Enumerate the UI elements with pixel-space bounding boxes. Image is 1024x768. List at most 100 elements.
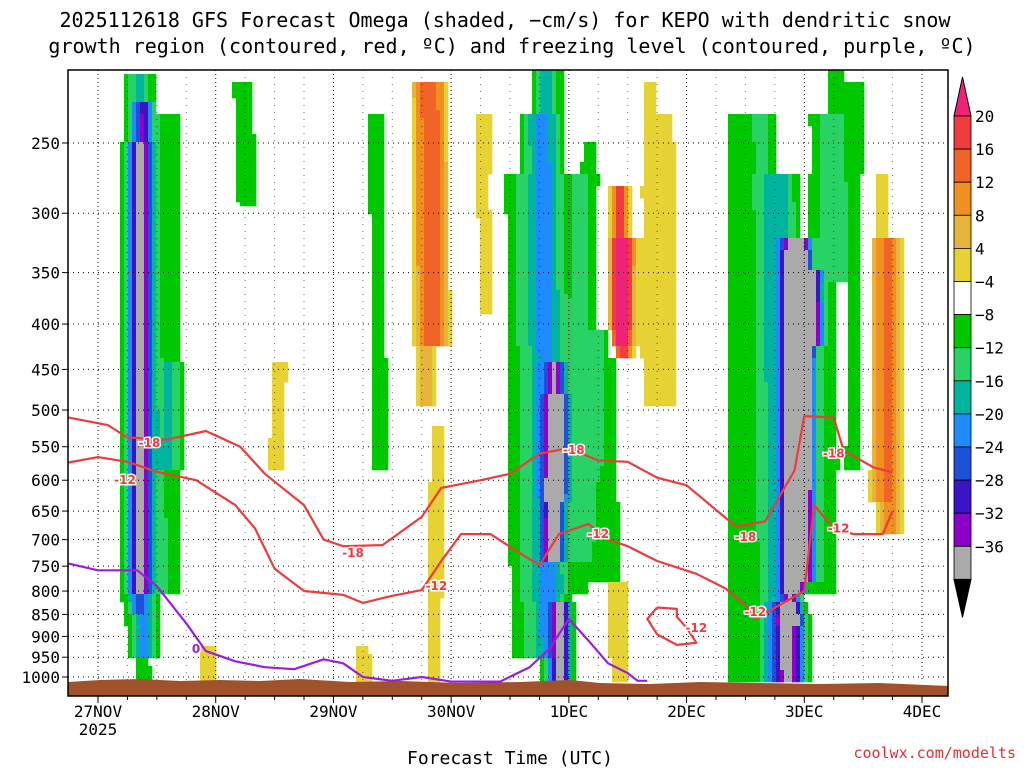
omega-cell bbox=[132, 178, 137, 183]
omega-cell bbox=[528, 610, 533, 615]
omega-cell bbox=[432, 350, 437, 355]
omega-cell bbox=[384, 462, 389, 467]
omega-cell bbox=[424, 242, 429, 247]
omega-cell bbox=[412, 298, 417, 303]
omega-cell bbox=[152, 494, 157, 499]
omega-cell bbox=[148, 618, 153, 623]
omega-cell bbox=[160, 474, 165, 479]
omega-cell bbox=[420, 106, 425, 111]
omega-cell bbox=[132, 442, 137, 447]
omega-cell bbox=[132, 298, 137, 303]
omega-cell bbox=[140, 506, 145, 511]
omega-cell bbox=[284, 378, 289, 383]
omega-cell bbox=[144, 482, 149, 487]
omega-cell bbox=[152, 418, 157, 423]
omega-cell bbox=[524, 214, 529, 219]
omega-cell bbox=[416, 294, 421, 299]
omega-cell bbox=[444, 206, 449, 211]
omega-cell bbox=[160, 274, 165, 279]
omega-cell bbox=[380, 342, 385, 347]
omega-cell bbox=[180, 378, 185, 383]
omega-cell bbox=[436, 438, 441, 443]
omega-cell bbox=[416, 190, 421, 195]
omega-cell bbox=[380, 462, 385, 467]
omega-cell bbox=[140, 586, 145, 591]
omega-cell bbox=[508, 242, 513, 247]
omega-cell bbox=[432, 94, 437, 99]
omega-cell bbox=[160, 258, 165, 263]
omega-cell bbox=[536, 170, 541, 175]
omega-cell bbox=[432, 362, 437, 367]
omega-cell bbox=[120, 142, 125, 147]
omega-cell bbox=[532, 558, 537, 563]
omega-cell bbox=[532, 114, 537, 119]
omega-cell bbox=[152, 322, 157, 327]
omega-cell bbox=[152, 422, 157, 427]
omega-cell bbox=[144, 622, 149, 627]
omega-cell bbox=[172, 522, 177, 527]
omega-cell bbox=[372, 274, 377, 279]
omega-cell bbox=[524, 606, 529, 611]
omega-cell bbox=[144, 214, 149, 219]
omega-cell bbox=[160, 350, 165, 355]
omega-cell bbox=[512, 566, 517, 571]
omega-cell bbox=[516, 362, 521, 367]
omega-cell bbox=[172, 350, 177, 355]
omega-cell bbox=[268, 462, 273, 467]
omega-cell bbox=[528, 182, 533, 187]
omega-cell bbox=[152, 110, 157, 115]
omega-cell bbox=[236, 86, 241, 91]
omega-cell bbox=[120, 330, 125, 335]
omega-cell bbox=[148, 474, 153, 479]
omega-cell bbox=[168, 278, 173, 283]
omega-cell bbox=[528, 378, 533, 383]
omega-cell bbox=[144, 394, 149, 399]
omega-cell bbox=[528, 334, 533, 339]
omega-cell bbox=[372, 430, 377, 435]
omega-cell bbox=[440, 542, 445, 547]
omega-cell bbox=[420, 154, 425, 159]
omega-cell bbox=[532, 442, 537, 447]
omega-cell bbox=[516, 602, 521, 607]
omega-cell bbox=[520, 554, 525, 559]
omega-cell bbox=[372, 374, 377, 379]
omega-cell bbox=[440, 438, 445, 443]
omega-cell bbox=[424, 350, 429, 355]
omega-cell bbox=[168, 250, 173, 255]
omega-cell bbox=[124, 142, 129, 147]
omega-cell bbox=[532, 622, 537, 627]
omega-cell bbox=[516, 234, 521, 239]
omega-cell bbox=[136, 370, 141, 375]
omega-cell bbox=[520, 486, 525, 491]
omega-cell bbox=[156, 162, 161, 167]
omega-cell bbox=[272, 442, 277, 447]
omega-cell bbox=[244, 194, 249, 199]
omega-cell bbox=[160, 198, 165, 203]
omega-cell bbox=[436, 654, 441, 659]
omega-cell bbox=[124, 266, 129, 271]
omega-cell bbox=[412, 90, 417, 95]
omega-cell bbox=[140, 614, 145, 619]
omega-cell bbox=[480, 306, 485, 311]
omega-cell bbox=[156, 554, 161, 559]
omega-cell bbox=[516, 574, 521, 579]
omega-cell bbox=[440, 194, 445, 199]
omega-cell bbox=[144, 350, 149, 355]
omega-cell bbox=[156, 570, 161, 575]
omega-cell bbox=[532, 354, 537, 359]
omega-cell bbox=[152, 586, 157, 591]
omega-cell bbox=[420, 158, 425, 163]
omega-cell bbox=[376, 122, 381, 127]
omega-cell bbox=[144, 582, 149, 587]
omega-cell bbox=[384, 466, 389, 471]
omega-cell bbox=[412, 170, 417, 175]
omega-cell bbox=[152, 406, 157, 411]
omega-cell bbox=[156, 286, 161, 291]
omega-cell bbox=[144, 486, 149, 491]
omega-cell bbox=[244, 122, 249, 127]
omega-cell bbox=[168, 410, 173, 415]
omega-cell bbox=[416, 398, 421, 403]
omega-cell bbox=[520, 510, 525, 515]
omega-cell bbox=[480, 238, 485, 243]
omega-cell bbox=[416, 342, 421, 347]
